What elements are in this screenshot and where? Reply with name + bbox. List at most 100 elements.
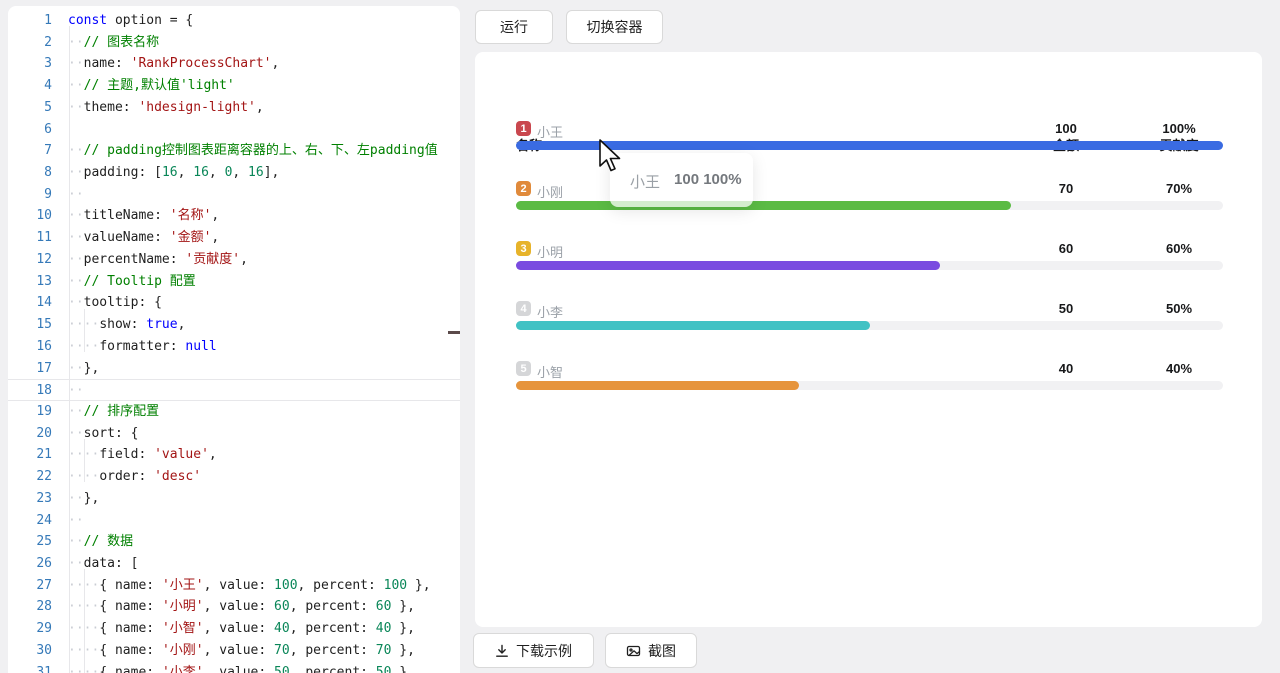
line-number: 2: [44, 34, 52, 50]
code-line[interactable]: 24 ··: [8, 510, 460, 532]
line-number: 19: [36, 403, 52, 419]
line-number: 15: [36, 317, 52, 333]
rank-row[interactable]: 2 小刚 70 70%: [516, 181, 1223, 219]
row-percent: 70%: [1165, 181, 1193, 196]
code-line[interactable]: 19 ··// 排序配置: [8, 401, 460, 423]
code-text: ····formatter: null: [68, 338, 217, 354]
indent-guide: [84, 438, 85, 483]
mouse-cursor-icon: [598, 139, 624, 178]
code-text: ····field: 'value',: [68, 447, 217, 463]
indent-guide: [68, 26, 70, 673]
code-line[interactable]: 2 ··// 图表名称: [8, 32, 460, 54]
code-text: ··: [68, 383, 84, 399]
screenshot-icon: [626, 644, 641, 658]
progress-bar-fill: [516, 201, 1011, 210]
rank-badge: 5: [516, 361, 531, 376]
line-number: 6: [44, 121, 52, 137]
indent-guide: [84, 308, 85, 352]
line-number: 29: [36, 621, 52, 637]
progress-bar-track: [516, 141, 1223, 150]
code-line[interactable]: 18 ··: [8, 379, 460, 401]
code-text: ····{ name: '小明', value: 60, percent: 60…: [68, 599, 415, 615]
code-text: ··data: [: [68, 555, 139, 571]
line-number: 27: [36, 577, 52, 593]
code-line[interactable]: 25 ··// 数据: [8, 531, 460, 553]
code-line[interactable]: 30 ····{ name: '小刚', value: 70, percent: …: [8, 640, 460, 662]
row-name: 小李: [537, 305, 564, 320]
code-line[interactable]: 3 ··name: 'RankProcessChart',: [8, 53, 460, 75]
line-number: 28: [36, 599, 52, 615]
code-line[interactable]: 9 ··: [8, 184, 460, 206]
code-text: ··},: [68, 490, 100, 506]
code-text: ··// Tooltip 配置: [68, 273, 196, 289]
run-button[interactable]: 运行: [475, 10, 553, 44]
code-line[interactable]: 26 ··data: [: [8, 553, 460, 575]
row-value: 50: [1058, 301, 1074, 316]
rank-row[interactable]: 1 小王 100 100%: [516, 121, 1223, 159]
line-number: 10: [36, 208, 52, 224]
progress-bar-fill: [516, 321, 870, 330]
line-number: 23: [36, 490, 52, 506]
code-text: ··// padding控制图表距离容器的上、右、下、左padding值: [68, 143, 438, 159]
line-number: 11: [36, 230, 52, 246]
code-line[interactable]: 22 ····order: 'desc': [8, 466, 460, 488]
progress-bar-track: [516, 261, 1223, 270]
code-line[interactable]: 21 ····field: 'value',: [8, 444, 460, 466]
code-text: ··},: [68, 360, 100, 376]
code-lines[interactable]: 1 const option = {2 ··// 图表名称 3 ··name: 'Ran…: [8, 10, 460, 673]
code-line[interactable]: 17 ··},: [8, 358, 460, 380]
line-number: 3: [44, 56, 52, 72]
line-number: 22: [36, 469, 52, 485]
line-number: 30: [36, 642, 52, 658]
rank-row[interactable]: 3 小明 60 60%: [516, 241, 1223, 279]
rank-badge: 1: [516, 121, 531, 136]
row-name: 小智: [537, 365, 564, 380]
screenshot-button[interactable]: 截图: [605, 633, 697, 668]
row-value: 40: [1058, 361, 1074, 376]
overview-ruler-marker: [448, 331, 460, 334]
code-line[interactable]: 4 ··// 主题,默认值'light': [8, 75, 460, 97]
row-value: 100: [1055, 121, 1077, 136]
row-percent: 50%: [1165, 301, 1193, 316]
code-editor[interactable]: 1 const option = {2 ··// 图表名称 3 ··name: 'Ran…: [8, 6, 460, 673]
code-text: ··percentName: '贡献度',: [68, 251, 248, 267]
line-number: 18: [36, 383, 52, 399]
code-line[interactable]: 11 ··valueName: '金额',: [8, 227, 460, 249]
rank-row[interactable]: 5 小智 40 40%: [516, 361, 1223, 399]
line-number: 26: [36, 555, 52, 571]
line-number: 1: [44, 13, 52, 28]
code-line[interactable]: 8 ··padding: [16, 16, 0, 16],: [8, 162, 460, 184]
code-line[interactable]: 12 ··percentName: '贡献度',: [8, 249, 460, 271]
code-line[interactable]: 1 const option = {: [8, 10, 460, 32]
code-text: ··theme: 'hdesign-light',: [68, 99, 264, 115]
code-line[interactable]: 28 ····{ name: '小明', value: 60, percent: …: [8, 596, 460, 618]
code-text: ··// 排序配置: [68, 403, 160, 419]
line-number: 17: [36, 360, 52, 376]
code-line[interactable]: 16 ····formatter: null: [8, 336, 460, 358]
code-line[interactable]: 15 ····show: true,: [8, 314, 460, 336]
download-example-button[interactable]: 下载示例: [473, 633, 594, 668]
code-line[interactable]: 20 ··sort: {: [8, 423, 460, 445]
code-line[interactable]: 5 ··theme: 'hdesign-light',: [8, 97, 460, 119]
code-line[interactable]: 29 ····{ name: '小智', value: 40, percent: …: [8, 618, 460, 640]
code-text: ··valueName: '金额',: [68, 230, 220, 246]
code-line[interactable]: 13 ··// Tooltip 配置: [8, 271, 460, 293]
code-line[interactable]: 10 ··titleName: '名称',: [8, 205, 460, 227]
progress-bar-fill: [516, 141, 1223, 150]
tooltip-value: 100 100%: [674, 171, 742, 188]
code-line[interactable]: 14 ··tooltip: {: [8, 292, 460, 314]
progress-bar-track: [516, 201, 1223, 210]
switch-container-button[interactable]: 切换容器: [566, 10, 663, 44]
progress-bar-fill: [516, 261, 941, 270]
code-line[interactable]: 7 ··// padding控制图表距离容器的上、右、下、左padding值: [8, 140, 460, 162]
code-line[interactable]: 31 ····{ name: '小李', value: 50, percent: …: [8, 662, 460, 673]
rank-row[interactable]: 4 小李 50 50%: [516, 301, 1223, 339]
code-line[interactable]: 6: [8, 119, 460, 141]
row-value: 60: [1058, 241, 1074, 256]
line-number: 20: [36, 425, 52, 441]
code-text: ····{ name: '小刚', value: 70, percent: 70…: [68, 642, 415, 658]
code-line[interactable]: 23 ··},: [8, 488, 460, 510]
code-line[interactable]: 27 ····{ name: '小王', value: 100, percent:…: [8, 575, 460, 597]
code-text: ····order: 'desc': [68, 469, 202, 485]
